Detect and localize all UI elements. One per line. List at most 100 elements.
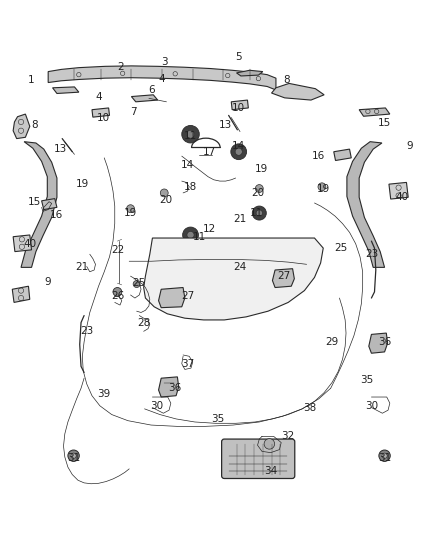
Circle shape <box>160 189 168 197</box>
Text: 18: 18 <box>184 182 197 192</box>
Text: 28: 28 <box>137 318 150 328</box>
Text: 36: 36 <box>378 337 391 347</box>
Text: 7: 7 <box>130 107 137 117</box>
Polygon shape <box>12 286 30 302</box>
Text: 16: 16 <box>49 210 63 220</box>
Text: 26: 26 <box>111 291 124 301</box>
Text: 11: 11 <box>184 131 197 141</box>
Text: 15: 15 <box>378 118 391 128</box>
Text: 10: 10 <box>96 114 110 124</box>
Text: 13: 13 <box>219 120 232 131</box>
Polygon shape <box>231 100 248 110</box>
Text: 19: 19 <box>76 179 89 189</box>
Text: 11: 11 <box>193 232 206 242</box>
Circle shape <box>127 205 134 213</box>
Text: 24: 24 <box>233 262 247 272</box>
Polygon shape <box>347 142 385 268</box>
Polygon shape <box>48 66 276 90</box>
Text: 39: 39 <box>98 390 111 399</box>
Polygon shape <box>13 114 30 139</box>
Text: 3: 3 <box>161 56 168 67</box>
Circle shape <box>187 130 194 138</box>
Text: 14: 14 <box>232 141 245 151</box>
Text: 20: 20 <box>159 195 172 205</box>
Circle shape <box>235 148 242 155</box>
Circle shape <box>255 184 263 192</box>
Text: 19: 19 <box>255 164 268 174</box>
Circle shape <box>133 280 140 287</box>
Text: 30: 30 <box>150 401 163 411</box>
Polygon shape <box>272 84 324 100</box>
Polygon shape <box>144 238 323 320</box>
Circle shape <box>71 453 76 458</box>
Text: 21: 21 <box>233 214 247 224</box>
Circle shape <box>68 450 79 462</box>
Circle shape <box>182 125 199 143</box>
Text: 11: 11 <box>250 208 263 218</box>
Circle shape <box>256 210 262 216</box>
Text: 37: 37 <box>181 359 194 369</box>
Circle shape <box>183 227 198 243</box>
Text: 1: 1 <box>27 75 34 85</box>
Text: 23: 23 <box>365 249 378 259</box>
Text: 27: 27 <box>277 271 290 281</box>
Text: 35: 35 <box>212 414 225 424</box>
Circle shape <box>187 231 194 238</box>
Text: 31: 31 <box>378 454 391 463</box>
Polygon shape <box>359 108 390 116</box>
Text: 4: 4 <box>95 92 102 102</box>
Text: 31: 31 <box>67 454 80 463</box>
FancyBboxPatch shape <box>222 439 295 479</box>
Text: 6: 6 <box>148 85 155 95</box>
Circle shape <box>264 439 275 449</box>
Polygon shape <box>13 235 32 252</box>
Text: 23: 23 <box>80 326 93 336</box>
Text: 35: 35 <box>360 375 374 384</box>
Text: 30: 30 <box>365 401 378 411</box>
Text: 22: 22 <box>111 245 124 255</box>
Polygon shape <box>334 149 351 160</box>
Text: 29: 29 <box>325 337 339 347</box>
Text: 20: 20 <box>251 188 264 198</box>
Text: 19: 19 <box>124 208 137 218</box>
Text: 36: 36 <box>168 383 181 393</box>
Polygon shape <box>159 377 179 397</box>
Text: 21: 21 <box>76 262 89 272</box>
Text: 10: 10 <box>232 103 245 113</box>
Circle shape <box>113 287 122 296</box>
Text: 27: 27 <box>181 291 194 301</box>
Text: 40: 40 <box>396 192 409 203</box>
Polygon shape <box>237 70 263 76</box>
Text: 38: 38 <box>304 402 317 413</box>
Text: 8: 8 <box>31 120 38 131</box>
Text: 25: 25 <box>133 278 146 288</box>
Circle shape <box>318 183 326 191</box>
Polygon shape <box>21 142 57 268</box>
Circle shape <box>382 453 387 458</box>
Text: 9: 9 <box>44 277 51 287</box>
Polygon shape <box>389 182 408 199</box>
Text: 16: 16 <box>312 151 325 161</box>
Polygon shape <box>92 108 110 117</box>
Text: 2: 2 <box>117 62 124 72</box>
Text: 25: 25 <box>334 243 347 253</box>
Text: 40: 40 <box>23 239 36 249</box>
Text: 17: 17 <box>203 147 216 157</box>
Polygon shape <box>53 87 79 93</box>
Text: 5: 5 <box>235 52 242 62</box>
Circle shape <box>231 144 247 159</box>
Text: 32: 32 <box>282 431 295 441</box>
Polygon shape <box>159 287 185 308</box>
Text: 14: 14 <box>181 160 194 170</box>
Text: 8: 8 <box>283 75 290 85</box>
Circle shape <box>379 450 390 462</box>
Polygon shape <box>42 199 57 209</box>
Circle shape <box>252 206 266 220</box>
Text: 15: 15 <box>28 197 41 207</box>
Text: 34: 34 <box>264 466 277 477</box>
Text: 4: 4 <box>159 74 166 84</box>
Text: 9: 9 <box>406 141 413 151</box>
Polygon shape <box>369 333 388 353</box>
Text: 12: 12 <box>203 224 216 235</box>
Polygon shape <box>272 269 294 287</box>
